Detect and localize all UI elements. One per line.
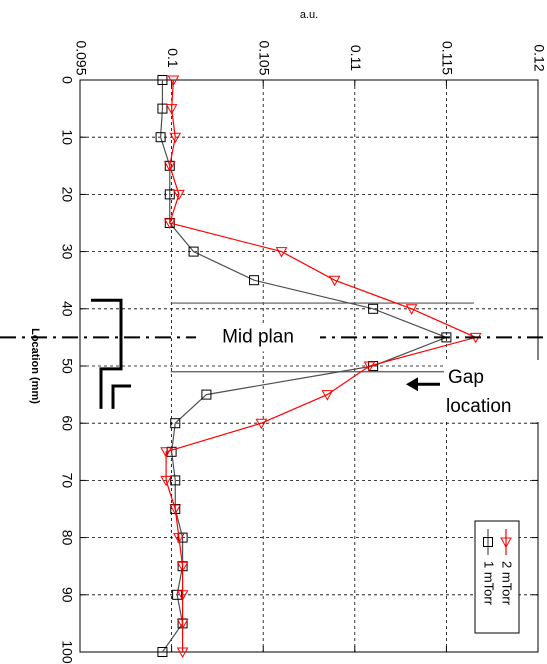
series-1-point-13 [160, 447, 172, 458]
y-tick-label-0.12: 0.12 [531, 44, 547, 71]
x-tick-label-100: 100 [59, 640, 75, 664]
x-tick-label-30: 30 [59, 244, 75, 260]
x-axis-title: Location (mm) [29, 328, 41, 404]
series-1-line [165, 79, 478, 652]
x-tick-label-60: 60 [59, 415, 75, 431]
x-tick-label-20: 20 [59, 187, 75, 203]
series-0-point-1 [157, 103, 168, 114]
series-1-point-11 [321, 390, 334, 401]
mid-plan-label-bg [196, 323, 320, 352]
y-axis-title: a.u. [300, 9, 318, 21]
series-1-point-16 [173, 533, 185, 544]
series-1-point-7 [328, 275, 341, 287]
x-tick-label-50: 50 [59, 358, 75, 374]
series-1-point-17 [176, 561, 189, 573]
legend: 1 mTorr 2 mTorr [474, 520, 520, 634]
series-0-point-14 [170, 475, 181, 486]
gap-label-line1: Gap [448, 367, 484, 388]
series-1-point-14 [160, 475, 172, 487]
series-1-point-2 [169, 132, 182, 144]
gap-label-line2: location [446, 396, 512, 417]
series-1-point-3 [163, 161, 176, 172]
x-tick-label-90: 90 [59, 587, 75, 603]
legend-marker-1 [500, 537, 512, 549]
y-tick-label-0.11: 0.11 [348, 45, 364, 71]
grid [80, 80, 538, 652]
series-1-point-0 [167, 75, 180, 87]
gap-label-bg [444, 360, 547, 422]
series-1-point-19 [176, 618, 189, 630]
legend-label-1: 2 mTorr [500, 561, 515, 606]
series-0-point-11 [201, 389, 212, 400]
series-1-point-6 [275, 247, 288, 258]
gap-geometry-bracket [91, 298, 123, 409]
series-1-point-10 [363, 361, 376, 373]
series-0-line [160, 80, 449, 653]
gap-geometry-step [111, 384, 131, 409]
legend-entry-1: 2 mTorr [500, 529, 515, 606]
legend-marker-0 [483, 537, 493, 547]
series-0-point-12 [170, 418, 181, 429]
annotations: Mid plan Gap location [0, 298, 547, 422]
series-0-point-7 [249, 275, 260, 286]
series-1-point-8 [405, 304, 418, 315]
series-1-point-1 [165, 104, 178, 115]
series-layer [155, 75, 482, 659]
series-0-point-8 [368, 303, 379, 314]
series-1-point-5 [163, 218, 176, 230]
ticks: 0 10 20 30 40 50 60 70 80 90 100 0.095 0.1 0.105 0.11 0… [29, 9, 547, 664]
series-0-point-6 [188, 246, 199, 257]
series-0-point-0 [157, 75, 168, 85]
legend-box [474, 520, 520, 634]
series-1-point-20 [176, 647, 189, 659]
x-tick-label-10: 10 [59, 129, 75, 145]
y-tick-label-0.105: 0.105 [256, 40, 272, 75]
series-1 [160, 75, 482, 659]
x-tick-label-80: 80 [59, 530, 75, 546]
legend-label-0: 1 mTorr [482, 561, 497, 606]
gap-lines [170, 302, 474, 373]
y-tick-label-0.095: 0.095 [73, 40, 89, 75]
series-1-point-18 [176, 590, 189, 601]
series-1-point-12 [255, 418, 268, 430]
series-0-point-2 [155, 132, 166, 143]
y-tick-label-0.1: 0.1 [165, 48, 181, 68]
series-0-point-4 [164, 189, 175, 200]
mid-plan-label: Mid plan [222, 326, 294, 347]
series-1-point-15 [169, 504, 182, 516]
x-tick-label-0: 0 [59, 76, 75, 84]
gap-arrow-head [406, 377, 418, 392]
series-1-point-4 [173, 189, 185, 201]
legend-entry-0: 1 mTorr [482, 529, 497, 606]
x-tick-label-70: 70 [59, 473, 75, 489]
series-0-point-20 [157, 647, 168, 657]
x-tick-label-40: 40 [59, 301, 75, 317]
y-tick-label-0.115: 0.115 [440, 41, 456, 75]
